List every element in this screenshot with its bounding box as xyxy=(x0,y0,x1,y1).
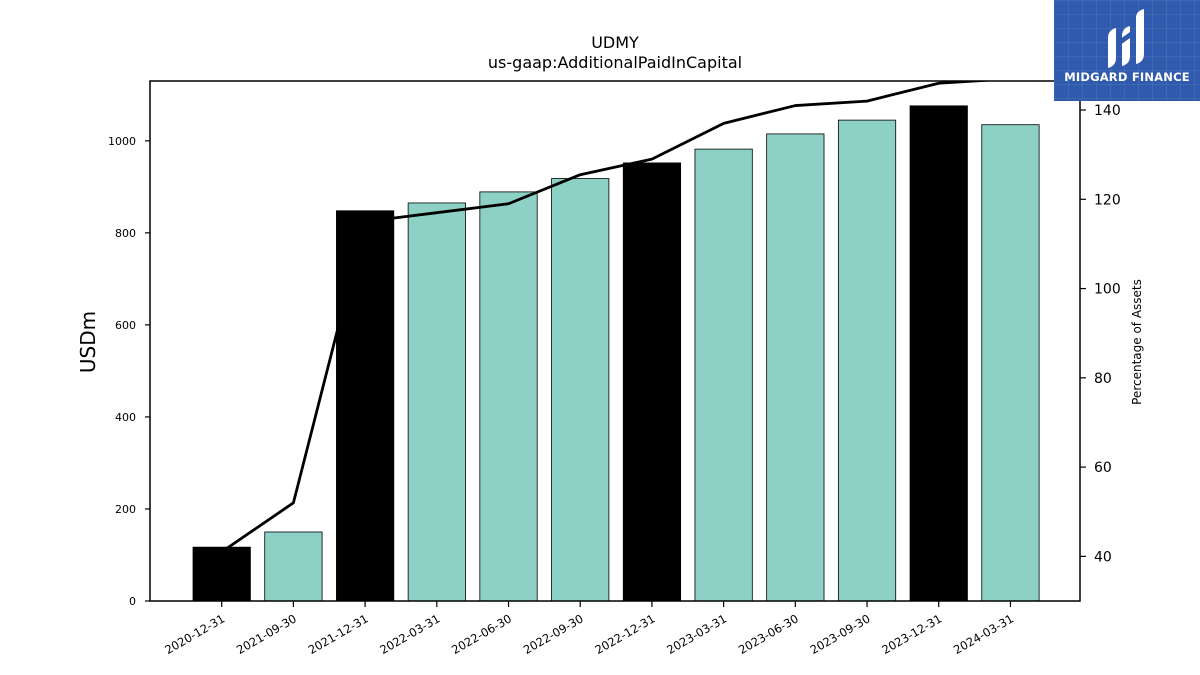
y-tick-label: 200 xyxy=(115,503,136,516)
bar-2022-06-30 xyxy=(479,191,538,602)
x-tick-label: 2023-12-31 xyxy=(879,611,944,657)
y2-tick-label: 40 xyxy=(1094,549,1112,565)
x-tick-label: 2020-12-31 xyxy=(162,611,227,657)
midgard-finance-logo: MIDGARD FINANCE xyxy=(1054,0,1200,101)
chart-title: UDMY xyxy=(591,33,639,52)
plot-frame xyxy=(149,80,1081,602)
line-group xyxy=(220,81,998,554)
y-axis-label: USDm xyxy=(76,311,100,373)
y-tick-label: 1000 xyxy=(108,135,136,148)
y2-tick-label: 120 xyxy=(1094,192,1121,208)
y2-tick-label: 140 xyxy=(1094,103,1121,119)
bar-2022-03-31 xyxy=(407,202,466,602)
x-tick-label: 2022-03-31 xyxy=(377,611,442,657)
bar-2021-12-31 xyxy=(336,210,395,602)
x-tick-label: 2022-09-30 xyxy=(521,611,586,657)
x-tick-label: 2023-09-30 xyxy=(808,611,873,657)
bar-2023-09-30 xyxy=(837,119,897,602)
y2-tick-label: 60 xyxy=(1094,460,1112,476)
x-tick-label: 2021-12-31 xyxy=(306,611,371,657)
bar-2023-12-31 xyxy=(909,105,968,602)
x-tick-label: 2021-09-30 xyxy=(234,611,299,657)
y2-tick-label: 100 xyxy=(1094,282,1121,298)
x-tick-label: 2023-03-31 xyxy=(664,611,729,657)
y-tick-label: 400 xyxy=(115,411,136,424)
x-tick-label: 2022-12-31 xyxy=(593,611,658,657)
bar-2024-03-31 xyxy=(981,124,1040,602)
ticks-group: 0 200 400 600 800 1000 40 60 80 100 120 140 2020-12-… xyxy=(108,103,1121,657)
axes-group xyxy=(149,80,1081,602)
bar-2023-06-30 xyxy=(766,133,825,602)
midgard-logo-icon xyxy=(1108,9,1144,68)
y-tick-label: 0 xyxy=(129,595,136,608)
bar-2022-09-30 xyxy=(551,178,610,602)
y-tick-label: 600 xyxy=(115,319,136,332)
y-tick-label: 800 xyxy=(115,227,136,240)
logo-text: MIDGARD FINANCE xyxy=(1064,70,1190,84)
y2-axis-label: Percentage of Assets xyxy=(1130,279,1144,405)
bars-group xyxy=(192,105,1040,602)
bar-2020-12-31 xyxy=(192,546,251,602)
bar-2021-09-30 xyxy=(264,531,323,602)
y2-tick-label: 80 xyxy=(1094,371,1112,387)
bar-2022-12-31 xyxy=(622,162,682,602)
x-tick-label: 2024-03-31 xyxy=(951,611,1016,657)
x-tick-label: 2023-06-30 xyxy=(736,611,801,657)
x-tick-label: 2022-06-30 xyxy=(449,611,514,657)
percentage-line xyxy=(220,81,998,554)
chart-subtitle: us-gaap:AdditionalPaidInCapital xyxy=(488,53,742,72)
bar-2023-03-31 xyxy=(694,148,753,602)
